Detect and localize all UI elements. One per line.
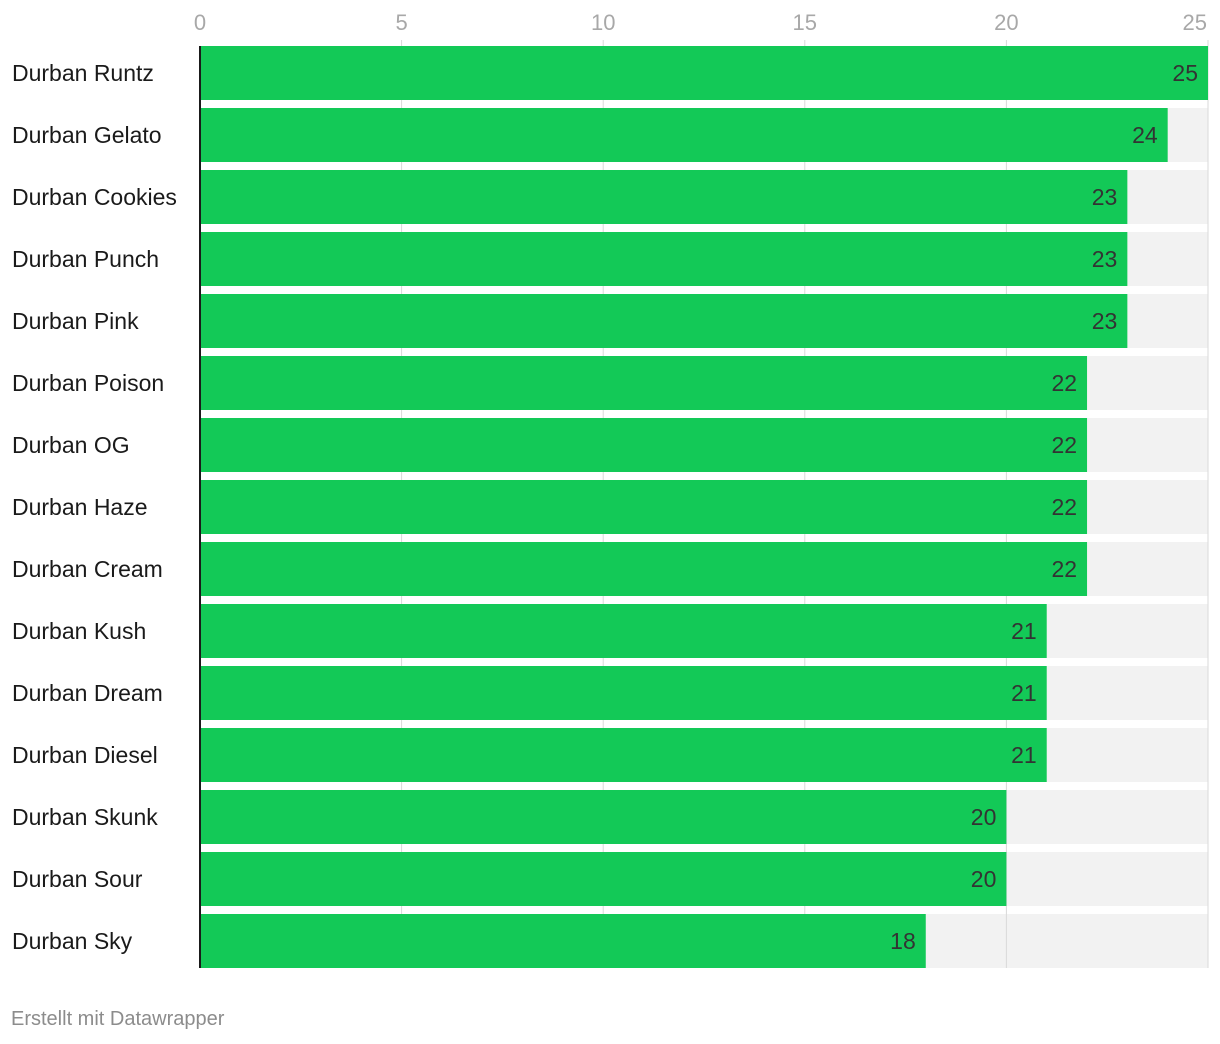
footer-credit[interactable]: Erstellt mit Datawrapper	[11, 1008, 225, 1030]
category-label: Durban Poison	[12, 370, 164, 396]
category-label: Durban Dream	[12, 680, 163, 706]
value-label: 22	[1051, 432, 1077, 458]
category-label: Durban Sour	[12, 866, 143, 892]
value-label: 23	[1092, 246, 1118, 272]
value-label: 20	[971, 804, 997, 830]
bar	[200, 914, 926, 968]
x-tick-label: 5	[395, 10, 407, 35]
category-label: Durban Punch	[12, 246, 159, 272]
bar	[200, 356, 1088, 410]
bar	[200, 294, 1128, 348]
value-labels: 25 24 23 23 23 22 22 22 22 21 21 21 20 20 18	[890, 60, 1198, 954]
value-label: 25	[1172, 60, 1198, 86]
category-labels: Durban Runtz Durban Gelato Durban Cookies D…	[12, 60, 177, 954]
category-label: Durban Cookies	[12, 184, 177, 210]
x-tick-label: 0	[194, 10, 206, 35]
bar	[200, 108, 1168, 162]
bars	[200, 46, 1208, 968]
category-label: Durban Cream	[12, 556, 163, 582]
x-tick-label: 15	[793, 10, 817, 35]
value-label: 22	[1051, 494, 1077, 520]
bar	[200, 604, 1047, 658]
category-label: Durban Gelato	[12, 122, 162, 148]
value-label: 22	[1051, 556, 1077, 582]
bar	[200, 790, 1007, 844]
value-label: 24	[1132, 122, 1158, 148]
category-label: Durban Skunk	[12, 804, 158, 830]
bar-chart: 0 5 10 15 20 25 25 24 23 23 23 22 22 22 22 21 21 21 20 20 18…	[12, 10, 1209, 968]
value-label: 21	[1011, 618, 1037, 644]
bar	[200, 480, 1088, 534]
value-label: 23	[1092, 184, 1118, 210]
bar	[200, 852, 1007, 906]
category-label: Durban Kush	[12, 618, 146, 644]
value-label: 21	[1011, 680, 1037, 706]
x-tick-label: 10	[591, 10, 615, 35]
bar	[200, 232, 1128, 286]
category-label: Durban Pink	[12, 308, 139, 334]
category-label: Durban OG	[12, 432, 130, 458]
bar	[200, 418, 1088, 472]
bar	[200, 542, 1088, 596]
x-tick-label: 25	[1183, 10, 1207, 35]
x-tick-label: 20	[994, 10, 1018, 35]
category-label: Durban Runtz	[12, 60, 154, 86]
bar	[200, 728, 1047, 782]
x-tick-labels: 0 5 10 15 20 25	[194, 10, 1207, 35]
value-label: 22	[1051, 370, 1077, 396]
value-label: 21	[1011, 742, 1037, 768]
bar	[200, 46, 1208, 100]
category-label: Durban Sky	[12, 928, 133, 954]
bar	[200, 666, 1047, 720]
bar	[200, 170, 1128, 224]
value-label: 18	[890, 928, 916, 954]
category-label: Durban Haze	[12, 494, 148, 520]
value-label: 20	[971, 866, 997, 892]
category-label: Durban Diesel	[12, 742, 158, 768]
value-label: 23	[1092, 308, 1118, 334]
